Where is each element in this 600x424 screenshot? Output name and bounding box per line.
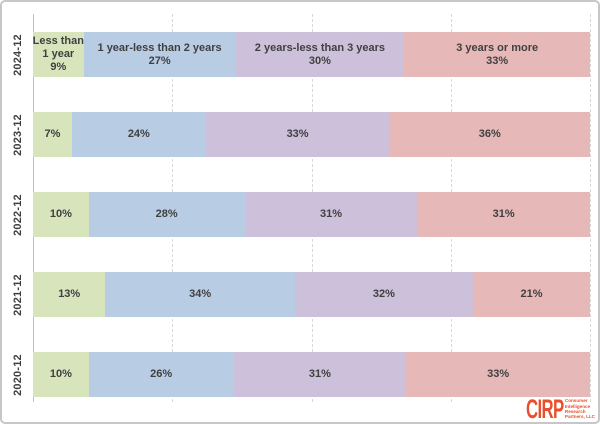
category-label-text: 2022-12 [11,193,24,236]
bar-segment-1-year-less-than-2-years: 28% [88,192,245,237]
category-label-text: 2021-12 [11,273,24,316]
segment-name-label: 2 years-less than 3 years [254,41,386,54]
category-label-2024-12: 2024-12 [2,32,33,77]
segment-name-label: 1 year [42,48,75,60]
stacked-bar-2023-12: 7% 24% 33% 36% [33,112,590,157]
segment-value-label: 32% [372,288,395,300]
stacked-bar-2020-12: 10% 26% 31% 33% [33,352,590,397]
bar-row-2024-12: 2024-12 Less than 1 year 9% 1 year-less than… [2,32,598,77]
bar-segment-2-years-less-than-3-years: 2 years-less than 3 years 30% [235,32,405,77]
segment-value-label: 31% [319,208,342,220]
bar-segment-3-years-or-more: 33% [406,352,590,397]
segment-value-label: 34% [189,288,212,300]
bar-segment-less-than-1-year: 10% [33,192,89,237]
bar-segment-less-than-1-year: Less than 1 year 9% [33,32,84,77]
bar-segment-3-years-or-more: 36% [389,112,590,157]
bar-segment-2-years-less-than-3-years: 31% [233,352,407,397]
category-label-text: 2023-12 [11,113,24,156]
category-label-text: 2020-12 [11,353,24,396]
bar-row-2022-12: 2022-12 10% 28% 31% 31% [2,192,598,237]
cirp-logo-subtext: Consumer Intelligence Research Partners, LL… [565,398,595,420]
category-label-2020-12: 2020-12 [2,352,33,397]
cirp-logo-subtext-line: Research [564,409,586,414]
bar-segment-3-years-or-more: 3 years or more 33% [404,32,590,77]
gridline-100-pct [590,14,591,402]
bar-segment-less-than-1-year: 7% [33,112,72,157]
cirp-logo-subtext-line: Consumer [564,398,588,404]
segment-value-label: 7% [44,128,61,140]
segment-value-label: 13% [58,288,81,300]
segment-value-label: 28% [155,208,178,220]
bar-row-2023-12: 2023-12 7% 24% 33% 36% [2,112,598,157]
bar-segment-1-year-less-than-2-years: 26% [88,352,234,397]
segment-value-label: 9% [50,61,67,73]
segment-name-label: 3 years or more [456,41,539,54]
segment-value-label: 33% [486,54,509,67]
bar-segment-1-year-less-than-2-years: 24% [71,112,206,157]
bar-segment-3-years-or-more: 21% [473,272,590,317]
segment-value-label: 31% [492,208,515,220]
category-label-2023-12: 2023-12 [2,112,33,157]
segment-value-label: 31% [308,368,331,380]
stacked-bar-2022-12: 10% 28% 31% 31% [33,192,590,237]
bar-row-2020-12: 2020-12 10% 26% 31% 33% [2,352,598,397]
segment-value-label: 36% [478,128,501,140]
category-label-text: 2024-12 [11,33,24,76]
cirp-logo: CIRP Consumer Intelligence Research Partner… [503,394,595,424]
bar-row-2021-12: 2021-12 13% 34% 32% 21% [2,272,598,317]
segment-value-label: 10% [49,368,72,380]
stacked-bar-2024-12: Less than 1 year 9% 1 year-less than 2 year… [33,32,590,77]
bar-segment-less-than-1-year: 10% [33,352,89,397]
bar-segment-1-year-less-than-2-years: 34% [105,272,295,317]
stacked-bar-2021-12: 13% 34% 32% 21% [33,272,590,317]
bar-segment-less-than-1-year: 13% [33,272,106,317]
category-label-2022-12: 2022-12 [2,192,33,237]
category-label-2021-12: 2021-12 [2,272,33,317]
cirp-logo-text: CIRP [526,394,564,424]
segment-value-label: 33% [487,368,510,380]
cirp-logo-subtext-line: Partners, LLC [564,414,595,420]
segment-value-label: 26% [150,368,173,380]
bar-segment-2-years-less-than-3-years: 31% [244,192,418,237]
bar-segment-1-year-less-than-2-years: 1 year-less than 2 years 27% [83,32,236,77]
segment-value-label: 30% [308,54,331,67]
cirp-logo-subtext-line: Intelligence [564,403,591,409]
segment-value-label: 27% [148,54,171,67]
segment-value-label: 33% [286,128,309,140]
segment-value-label: 24% [127,128,150,140]
bar-segment-3-years-or-more: 31% [417,192,590,237]
segment-value-label: 21% [520,288,543,300]
segment-value-label: 10% [49,208,72,220]
bar-segment-2-years-less-than-3-years: 33% [205,112,390,157]
bar-segment-2-years-less-than-3-years: 32% [294,272,474,317]
segment-name-label: 1 year-less than 2 years [97,41,222,54]
segment-name-label: Less than [32,35,84,47]
